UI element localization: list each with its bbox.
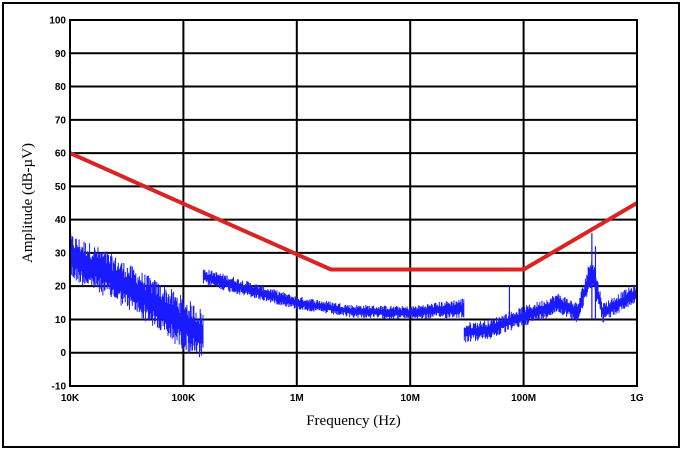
limit-line	[69, 151, 639, 272]
y-tick-label: 50	[55, 182, 67, 193]
x-tick-label: 100K	[171, 393, 196, 404]
grid	[69, 19, 638, 387]
x-tick-label: 10K	[61, 393, 80, 404]
y-tick-label: 30	[55, 248, 67, 259]
y-tick-label: 0	[60, 348, 66, 359]
x-tick-label: 100M	[511, 393, 536, 404]
x-tick-label: 1M	[290, 393, 304, 404]
chart-frame	[2, 2, 680, 448]
y-tick-label: 40	[55, 215, 67, 226]
y-tick-label: 90	[55, 49, 67, 60]
plot-border	[69, 19, 638, 387]
x-tick-label: 1G	[630, 393, 644, 404]
measurement-trace	[463, 261, 637, 343]
y-tick-label: 60	[55, 149, 67, 160]
y-tick-label: 100	[49, 16, 66, 27]
x-tick-label: 10M	[400, 393, 419, 404]
y-tick-label: 70	[55, 115, 67, 126]
y-tick-label: 80	[55, 82, 67, 93]
y-axis-title: Amplitude (dB-µV)	[20, 143, 36, 263]
y-tick-label: 20	[55, 282, 67, 293]
measurement-trace	[202, 269, 465, 319]
tick-labels: -10 0 10 20 30 40 50 60 70 80 90 100 10K 100K 1M 10M 100…	[49, 16, 644, 405]
x-axis-title: Frequency (Hz)	[306, 413, 401, 429]
y-tick-label: 10	[55, 315, 67, 326]
y-tick-label: -10	[52, 382, 67, 393]
series-layer	[69, 151, 639, 358]
